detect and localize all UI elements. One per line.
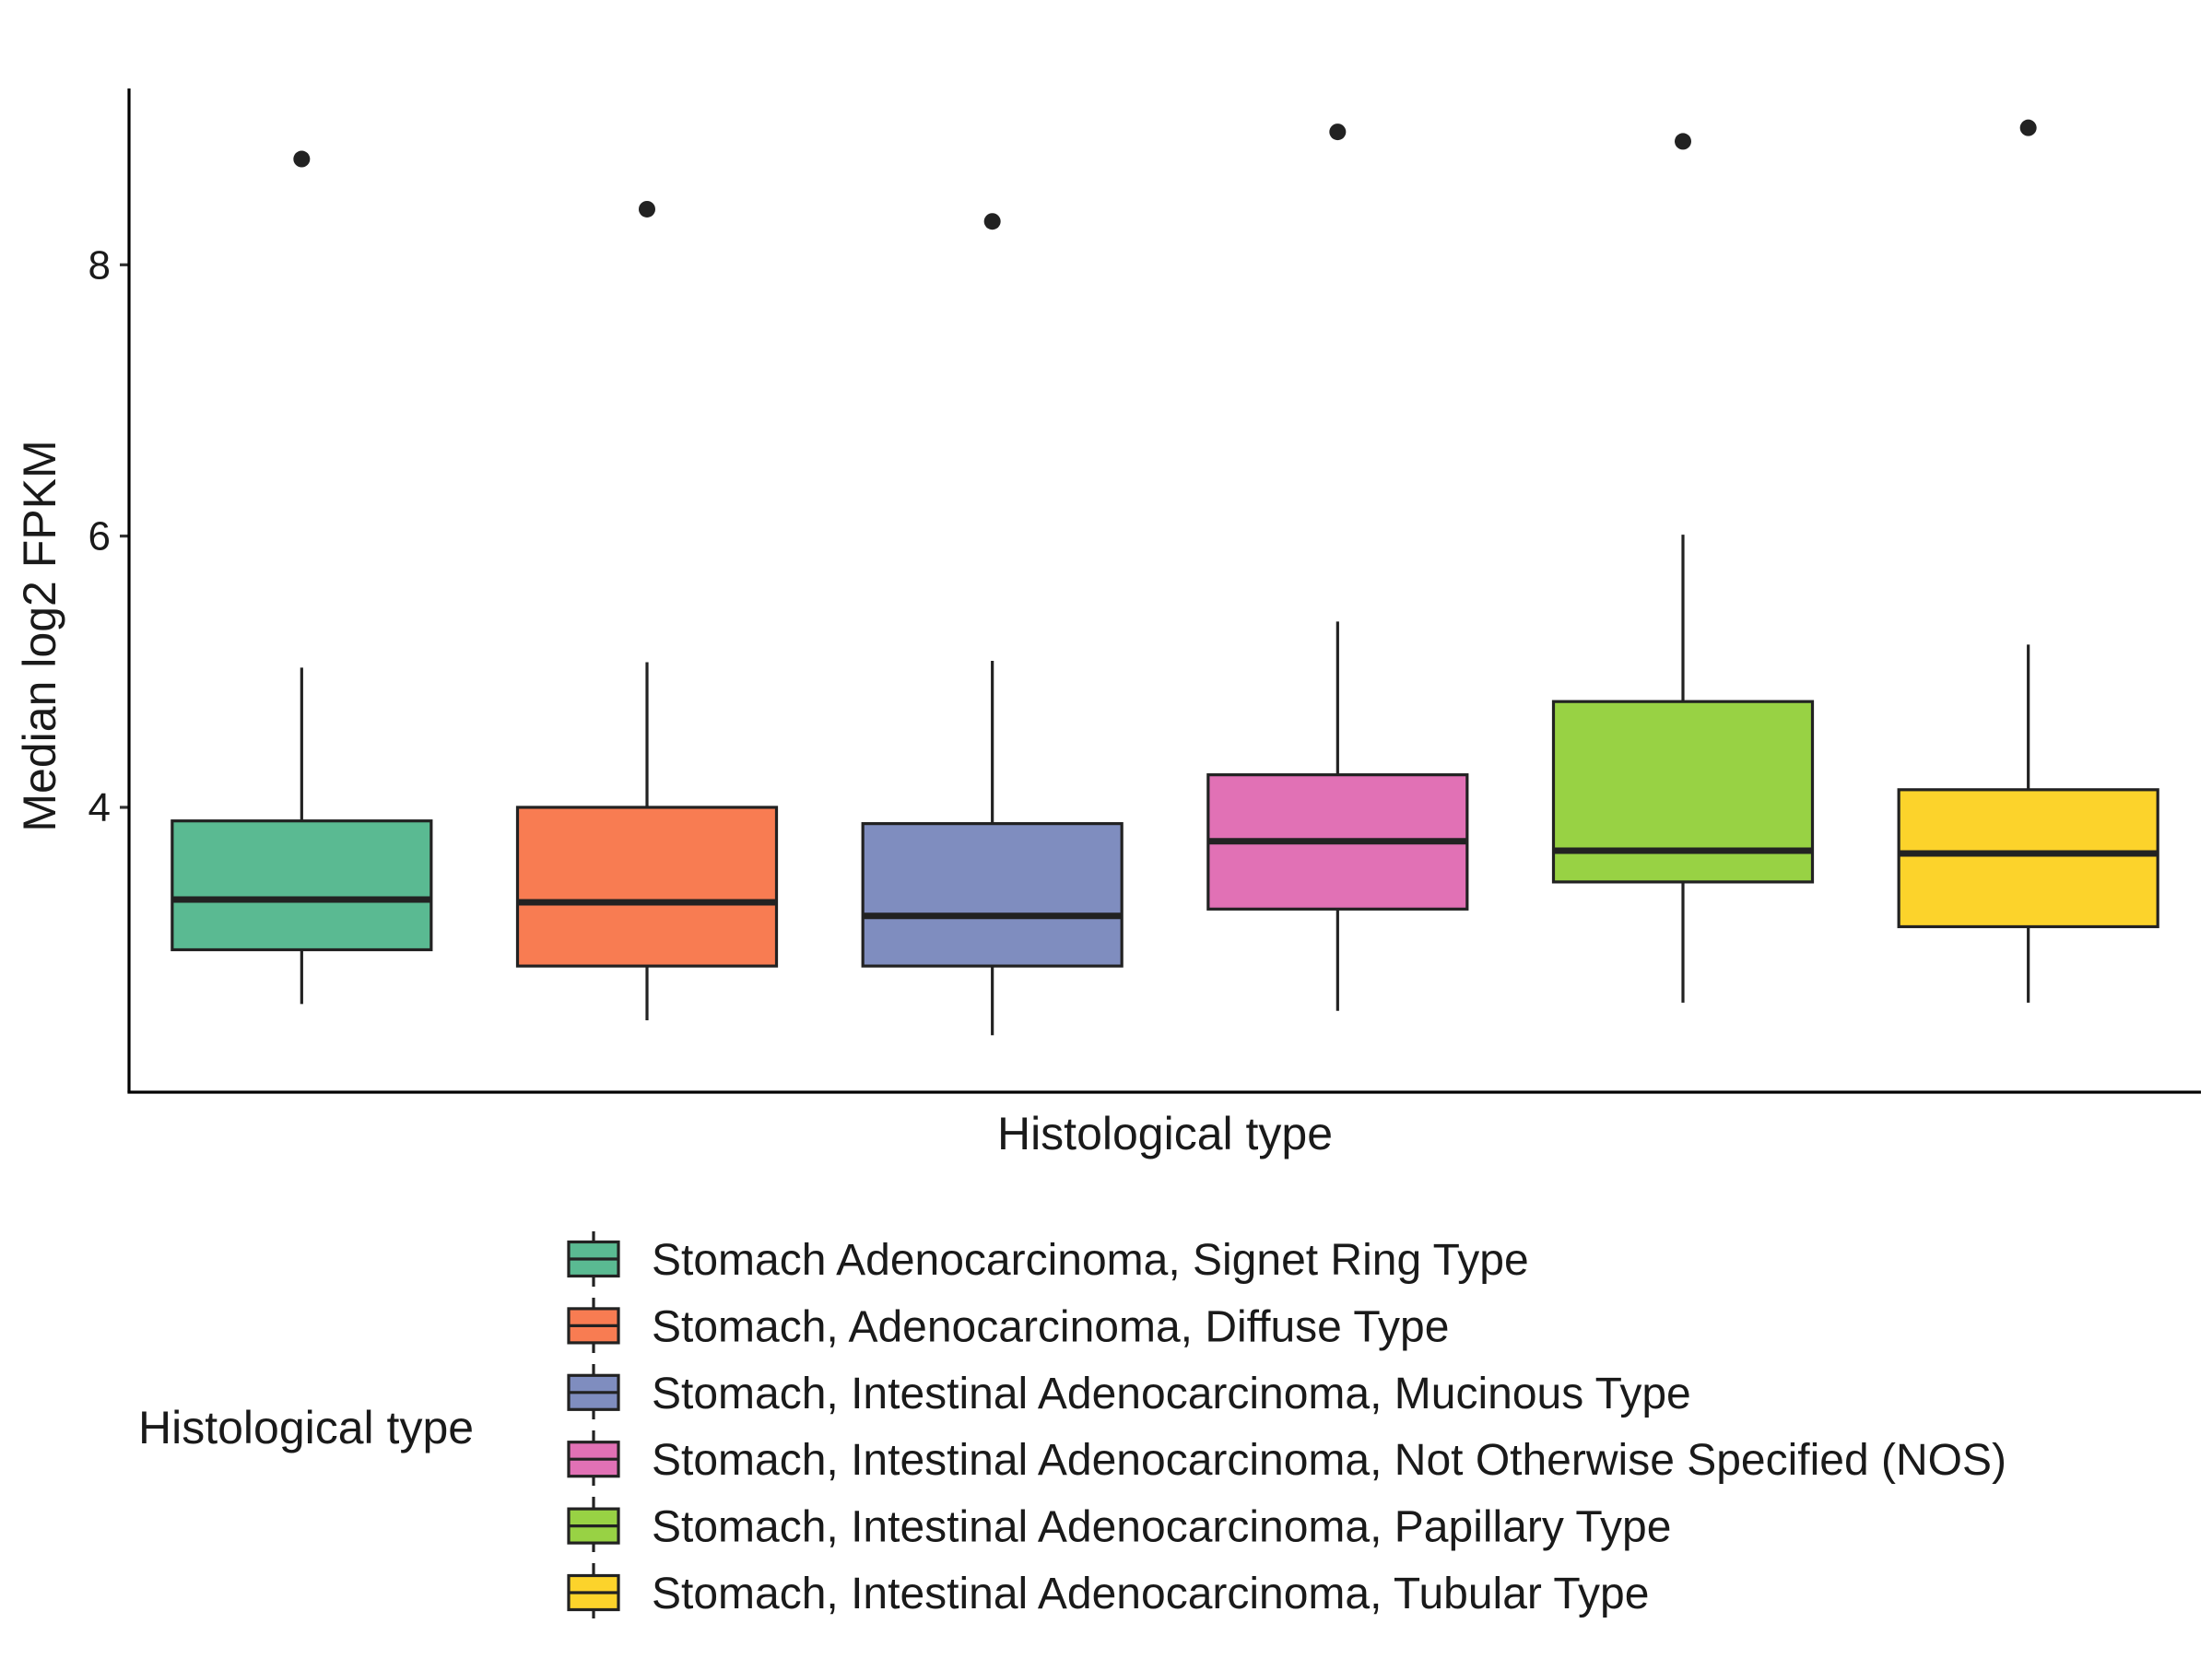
outlier-point: [983, 213, 1001, 230]
y-axis-ticks: 4 6 8: [88, 242, 129, 830]
outlier-point: [2019, 119, 2037, 136]
legend-label: Stomach, Intestinal Adenocarcinoma, Not …: [652, 1436, 2006, 1485]
outlier-point: [1675, 133, 1691, 150]
box: [1551, 700, 1815, 884]
box: [861, 822, 1124, 968]
legend: Stomach Adenocarcinoma, Signet Ring Type…: [567, 1231, 2006, 1620]
box: [171, 819, 433, 952]
outlier-point: [639, 200, 655, 218]
legend-label: Stomach Adenocarcinoma, Signet Ring Type: [652, 1236, 1529, 1285]
box: [1897, 788, 2159, 929]
legend-label: Stomach, Intestinal Adenocarcinoma, Muci…: [652, 1370, 1691, 1418]
legend-title: Histological type: [138, 1402, 474, 1453]
legend-label: Stomach, Intestinal Adenocarcinoma, Tubu…: [652, 1570, 1649, 1618]
legend-label: Stomach, Intestinal Adenocarcinoma, Papi…: [652, 1503, 1671, 1552]
x-axis-title: Histological type: [997, 1108, 1333, 1159]
box: [515, 806, 779, 968]
box-series: [171, 119, 2159, 1036]
y-axis-title: Median log2 FPKM: [14, 440, 65, 831]
y-tick-label: 8: [88, 242, 111, 288]
y-tick-label: 4: [88, 785, 111, 830]
y-tick-label: 6: [88, 514, 111, 559]
legend-label: Stomach, Adenocarcinoma, Diffuse Type: [652, 1302, 1449, 1351]
outlier-point: [293, 150, 311, 168]
outlier-point: [1329, 124, 1347, 141]
